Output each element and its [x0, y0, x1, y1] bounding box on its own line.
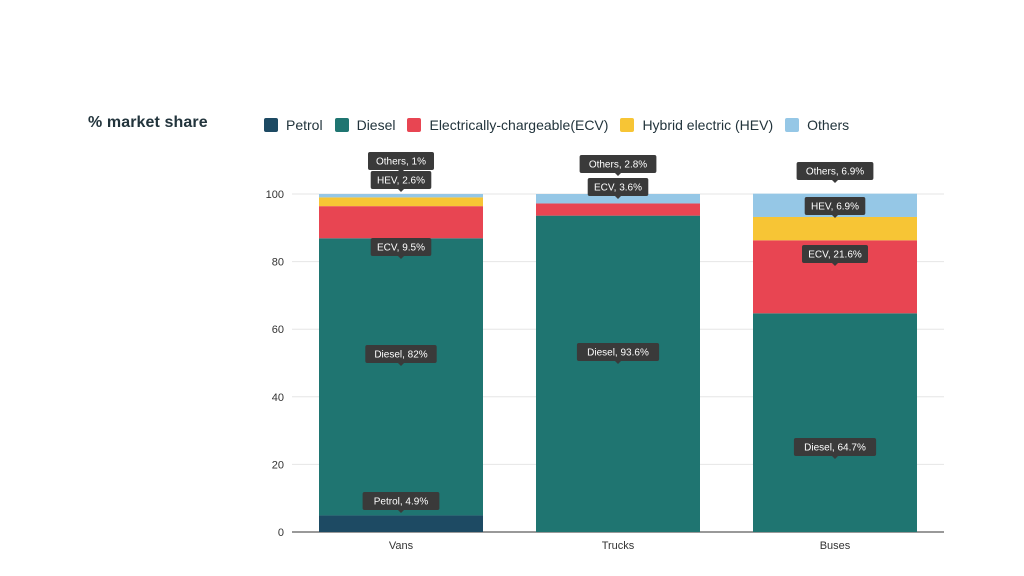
data-label-callout: HEV, 2.6% — [370, 171, 432, 192]
x-tick-label: Buses — [820, 540, 851, 552]
data-label: ECV, 21.6% — [808, 250, 862, 261]
bar-segment-vans-0[interactable] — [319, 515, 483, 532]
bar-segment-vans-2[interactable] — [319, 206, 483, 239]
bar-segment-trucks-1[interactable] — [536, 215, 700, 532]
legend-label: Electrically-chargeable(ECV) — [429, 117, 609, 133]
data-label-pointer — [398, 256, 404, 259]
y-tick-label: 0 — [278, 527, 284, 539]
data-label: Diesel, 93.6% — [587, 348, 649, 359]
data-label-box — [576, 343, 660, 361]
data-label-box — [370, 171, 432, 189]
legend-label: Hybrid electric (HEV) — [642, 117, 774, 133]
x-tick-label: Trucks — [602, 540, 635, 552]
data-label-box — [796, 162, 874, 180]
data-label: Petrol, 4.9% — [374, 497, 429, 508]
legend-swatch — [785, 118, 800, 132]
data-label-pointer — [615, 196, 621, 199]
data-label: HEV, 6.9% — [811, 202, 859, 213]
y-axis-title: % market share — [88, 114, 208, 131]
legend-item-4[interactable]: Others — [785, 117, 849, 133]
data-label-callout: Diesel, 93.6% — [576, 343, 660, 364]
data-label: HEV, 2.6% — [377, 176, 425, 187]
data-label-pointer — [615, 173, 621, 176]
legend-swatch — [264, 118, 278, 132]
legend-label: Diesel — [356, 117, 396, 133]
data-label-callout: Others, 2.8% — [579, 155, 657, 176]
bar-segment-buses-3[interactable] — [753, 216, 917, 241]
data-label-callout: ECV, 21.6% — [802, 245, 868, 266]
data-label-pointer — [398, 363, 404, 366]
data-label-callout: Petrol, 4.9% — [362, 492, 440, 513]
data-label-pointer — [832, 456, 838, 459]
y-tick-label: 40 — [272, 392, 284, 404]
legend-label: Others — [807, 117, 850, 133]
data-label-box — [579, 155, 657, 173]
data-label-callout: Diesel, 64.7% — [793, 438, 877, 459]
data-label-callout: Others, 6.9% — [796, 162, 874, 183]
data-label-callout: HEV, 6.9% — [804, 197, 866, 218]
data-label: Others, 6.9% — [806, 167, 864, 178]
y-tick-label: 80 — [272, 257, 284, 269]
y-tick-label: 20 — [272, 459, 284, 471]
data-label: ECV, 9.5% — [377, 243, 425, 254]
legend-item-0[interactable]: Petrol — [264, 117, 323, 133]
data-label-pointer — [398, 510, 404, 513]
data-label-pointer — [832, 180, 838, 183]
data-label-box — [587, 178, 649, 196]
legend-swatch — [334, 118, 349, 132]
data-label-callout: ECV, 9.5% — [370, 238, 432, 259]
y-tick-label: 100 — [266, 189, 284, 201]
legend-item-3[interactable]: Hybrid electric (HEV) — [620, 117, 773, 133]
y-tick-label: 60 — [272, 324, 284, 336]
x-tick-label: Vans — [389, 540, 414, 552]
data-label-box — [802, 245, 868, 263]
data-label: Others, 2.8% — [589, 160, 647, 171]
bar-segment-vans-1[interactable] — [319, 238, 483, 516]
legend-label: Petrol — [286, 117, 323, 133]
data-label-callout: Diesel, 82% — [365, 345, 437, 366]
data-label-box — [793, 438, 877, 456]
legend: Petrol Diesel Electrically-chargeable(ECV)… — [264, 117, 861, 133]
data-label: Others, 1% — [376, 157, 426, 168]
data-label-pointer — [832, 215, 838, 218]
data-label-box — [362, 492, 440, 510]
data-label-pointer — [398, 170, 404, 173]
data-label: ECV, 3.6% — [594, 183, 642, 194]
bar-segment-buses-1[interactable] — [753, 313, 917, 532]
data-label: Diesel, 64.7% — [804, 443, 866, 454]
bar-segment-vans-4[interactable] — [319, 194, 483, 198]
data-label: Diesel, 82% — [374, 350, 427, 361]
legend-item-1[interactable]: Diesel — [334, 117, 396, 133]
data-label-callout: Others, 1% — [368, 152, 434, 173]
data-label-box — [804, 197, 866, 215]
data-label-box — [368, 152, 434, 170]
data-label-pointer — [398, 189, 404, 192]
data-label-box — [365, 345, 437, 363]
bar-segment-vans-3[interactable] — [319, 197, 483, 207]
legend-swatch — [407, 118, 422, 132]
legend-item-2[interactable]: Electrically-chargeable(ECV) — [407, 117, 608, 133]
bar-segment-trucks-2[interactable] — [536, 203, 700, 216]
data-label-callout: ECV, 3.6% — [587, 178, 649, 199]
data-label-pointer — [832, 263, 838, 266]
data-label-box — [370, 238, 432, 256]
legend-swatch — [620, 118, 635, 132]
data-label-pointer — [615, 361, 621, 364]
